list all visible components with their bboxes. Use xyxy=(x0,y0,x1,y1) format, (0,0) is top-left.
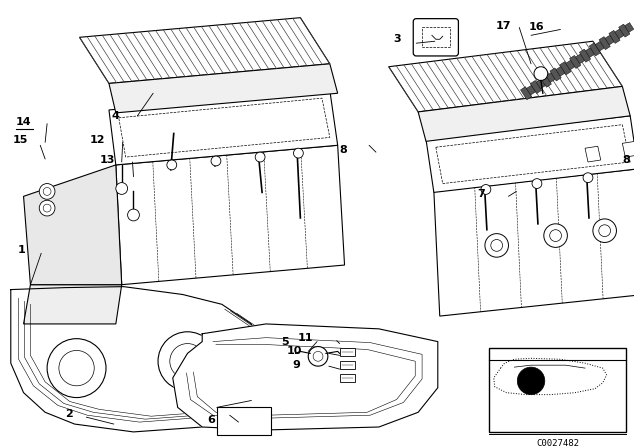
Circle shape xyxy=(481,185,491,194)
Polygon shape xyxy=(550,68,561,81)
Bar xyxy=(340,374,355,382)
Circle shape xyxy=(39,184,55,199)
Text: 5: 5 xyxy=(281,336,289,347)
Circle shape xyxy=(544,224,568,247)
Text: 4: 4 xyxy=(112,111,120,121)
Text: 7: 7 xyxy=(477,190,485,199)
Polygon shape xyxy=(566,60,575,70)
Circle shape xyxy=(255,152,265,162)
Circle shape xyxy=(59,350,94,386)
Text: 2: 2 xyxy=(65,409,72,419)
Polygon shape xyxy=(575,54,585,64)
Polygon shape xyxy=(536,79,545,89)
Polygon shape xyxy=(609,30,620,43)
Polygon shape xyxy=(619,24,630,37)
Circle shape xyxy=(170,344,205,379)
Circle shape xyxy=(43,204,51,212)
Circle shape xyxy=(313,351,323,361)
Polygon shape xyxy=(615,29,624,39)
Circle shape xyxy=(127,209,140,221)
Polygon shape xyxy=(586,47,595,57)
Circle shape xyxy=(308,346,328,366)
Circle shape xyxy=(583,173,593,183)
Polygon shape xyxy=(570,56,581,69)
Polygon shape xyxy=(579,49,591,62)
Circle shape xyxy=(599,225,611,237)
Polygon shape xyxy=(79,17,330,83)
Circle shape xyxy=(550,230,561,241)
Polygon shape xyxy=(520,87,532,100)
Circle shape xyxy=(593,219,616,242)
Circle shape xyxy=(294,148,303,158)
Polygon shape xyxy=(540,74,552,87)
Polygon shape xyxy=(589,43,600,56)
Polygon shape xyxy=(546,73,556,82)
Text: 15: 15 xyxy=(13,135,28,145)
Polygon shape xyxy=(434,169,640,316)
Polygon shape xyxy=(599,37,611,50)
Polygon shape xyxy=(24,284,122,324)
Circle shape xyxy=(47,339,106,397)
Polygon shape xyxy=(595,41,604,51)
Circle shape xyxy=(517,367,545,395)
Text: 11: 11 xyxy=(298,333,313,343)
Polygon shape xyxy=(560,62,571,75)
Polygon shape xyxy=(24,165,122,284)
Polygon shape xyxy=(625,22,634,32)
Text: 3: 3 xyxy=(394,34,401,44)
Polygon shape xyxy=(531,81,541,94)
FancyBboxPatch shape xyxy=(413,19,458,56)
Text: 1: 1 xyxy=(18,246,26,255)
Polygon shape xyxy=(418,86,630,142)
Text: 8: 8 xyxy=(622,155,630,165)
Polygon shape xyxy=(11,287,266,432)
Circle shape xyxy=(485,233,508,257)
Circle shape xyxy=(43,188,51,195)
Circle shape xyxy=(116,183,127,194)
Bar xyxy=(340,349,355,356)
Polygon shape xyxy=(116,145,344,284)
Text: 17: 17 xyxy=(496,21,511,30)
Bar xyxy=(489,349,627,432)
Text: C0027482: C0027482 xyxy=(536,439,579,448)
Polygon shape xyxy=(527,85,536,95)
Circle shape xyxy=(39,200,55,216)
Text: 10: 10 xyxy=(287,346,302,357)
Circle shape xyxy=(158,332,217,391)
Polygon shape xyxy=(173,324,438,430)
Text: 16: 16 xyxy=(529,22,545,33)
Bar xyxy=(340,361,355,369)
Polygon shape xyxy=(605,35,614,45)
Polygon shape xyxy=(585,146,601,162)
Circle shape xyxy=(532,179,542,189)
Text: 9: 9 xyxy=(292,360,300,370)
Text: 14: 14 xyxy=(16,117,31,127)
Polygon shape xyxy=(556,66,565,76)
Polygon shape xyxy=(426,116,638,192)
Polygon shape xyxy=(109,90,338,165)
Circle shape xyxy=(211,156,221,166)
Text: 8: 8 xyxy=(340,145,348,155)
Polygon shape xyxy=(109,64,338,113)
Circle shape xyxy=(491,240,502,251)
Text: 13: 13 xyxy=(100,155,115,165)
Bar xyxy=(422,27,449,47)
Text: 6: 6 xyxy=(207,415,215,425)
Bar xyxy=(217,407,271,435)
Polygon shape xyxy=(622,142,638,157)
Circle shape xyxy=(167,160,177,170)
Polygon shape xyxy=(388,41,622,112)
Text: 12: 12 xyxy=(90,135,105,145)
Circle shape xyxy=(534,67,548,81)
